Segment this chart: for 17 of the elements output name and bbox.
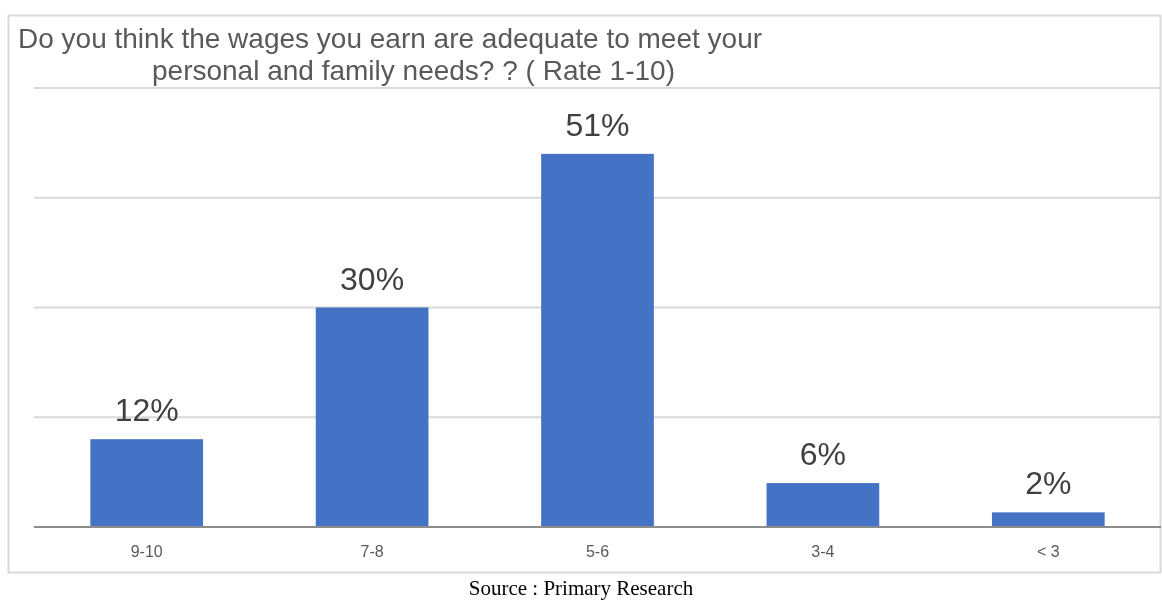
chart-title: Do you think the wages you earn are adequate to meet your personal and family needs? ? ( Rate 1-10): [18, 23, 763, 86]
x-tick-label: < 3: [1036, 543, 1060, 560]
data-label: 30%: [340, 260, 405, 297]
bar: [541, 153, 654, 527]
data-label: 2%: [1025, 465, 1072, 502]
data-label: 6%: [799, 436, 847, 473]
x-tick-label: 3-4: [811, 543, 835, 560]
bar: [991, 512, 1105, 527]
x-tick-label: 5-6: [585, 543, 610, 560]
bar: [766, 483, 880, 527]
source-note: Source : Primary Research: [468, 576, 694, 600]
data-label: 12%: [114, 392, 179, 429]
x-tick-label: 9-10: [130, 543, 163, 560]
x-tick-label: 7-8: [360, 543, 384, 560]
bar: [315, 307, 429, 527]
data-label: 51%: [565, 106, 630, 143]
bar: [90, 439, 204, 527]
